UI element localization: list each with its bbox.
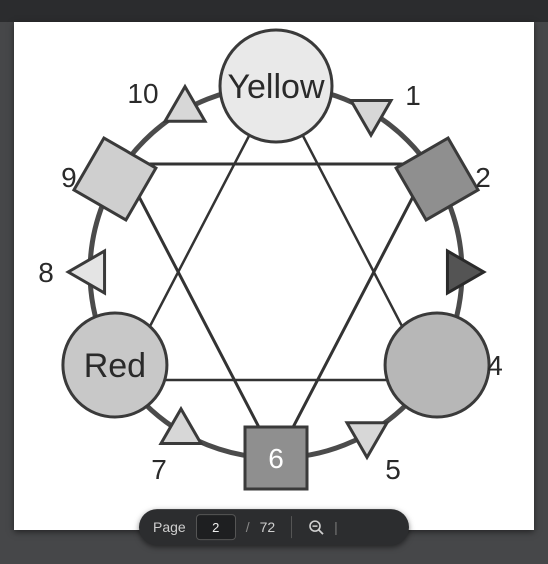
pager-current-input[interactable] [196,514,236,540]
node-n2: 2 [396,138,491,220]
zoom-divider-icon: | [334,519,338,535]
page-container: Yellow1234567Red8910 Page / 72 | [0,22,548,530]
node-n3: 3 [447,251,513,293]
node-n10: 10 [127,78,205,139]
app-toolbar [0,0,548,22]
node-label-red: Red [84,347,146,385]
node-label-n5: 5 [385,454,401,485]
pager-divider [291,516,292,538]
node-label-n4: 4 [487,350,503,381]
node-n1: 1 [341,80,421,135]
zoom-out-icon[interactable] [308,519,324,535]
node-label-n2: 2 [475,162,491,193]
node-n6: 6 [245,427,307,489]
pager-zoom-controls: | [308,519,338,535]
node-n4: 4 [385,313,503,417]
node-n8: 8 [38,251,104,293]
node-label-n6: 6 [268,443,284,474]
node-label-yellow: Yellow [227,68,324,106]
color-wheel-diagram: Yellow 1 2 3 4 5 6 7 Red 8 9 10 [14,22,534,522]
node-label-n10: 10 [127,78,158,109]
pager-total: 72 [260,519,276,535]
node-label-n8: 8 [38,257,54,288]
node-yellow: Yellow [220,30,332,142]
node-label-n1: 1 [405,80,421,111]
node-n9: 9 [61,138,156,220]
node-label-n3: 3 [498,257,514,288]
document-page: Yellow1234567Red8910 Page / 72 | [14,22,534,530]
node-label-n7: 7 [151,454,167,485]
pager-separator: / [246,519,250,535]
pager-label: Page [153,519,186,535]
node-red: Red [63,313,167,417]
node-label-n9: 9 [61,162,77,193]
page-navigator: Page / 72 | [139,509,409,545]
